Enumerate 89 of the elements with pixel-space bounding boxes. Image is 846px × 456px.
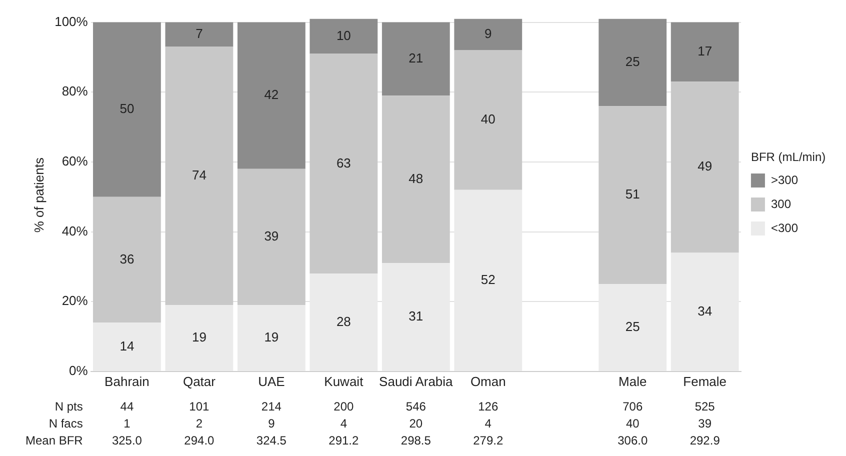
x-tick-label: UAE [258,374,286,389]
data-label: 48 [408,170,424,186]
bar [310,54,378,274]
bar [598,18,667,106]
data-label: 25 [625,319,640,334]
text: 101 [189,400,210,414]
text: 706 [622,400,643,414]
data-label: 49 [698,158,712,174]
legend-label: <300 [770,220,798,235]
data-label: 17 [698,44,712,59]
bar [598,106,667,284]
text: 298.5 [400,434,432,448]
text: 200 [334,400,354,414]
x-tick-label: Kuwait [324,374,364,389]
y-tick-label: 0% [69,362,88,378]
y-tick-label: 40% [62,223,88,238]
text: 40 [626,416,640,431]
text: 39 [698,416,712,431]
text: 126 [478,400,498,414]
data-label: 7 [196,26,203,42]
data-label: 52 [480,272,496,287]
text: 2 [196,416,203,431]
text: 546 [406,400,426,414]
bar [165,46,234,306]
legend-label: 300 [770,196,792,211]
y-tick-label: 20% [62,293,88,308]
bar [670,22,739,82]
text: 1 [124,416,131,431]
text: 292.9 [690,434,720,448]
bar [93,22,161,197]
text: N facs [48,416,83,431]
text: 291.2 [328,434,360,448]
data-label: 19 [192,330,206,345]
bar [237,168,306,306]
data-label: 14 [120,338,134,354]
text: Mean BFR [25,434,84,448]
text: 9 [268,416,276,431]
legend-title: BFR (mL/min) [750,150,826,164]
bar [165,305,234,371]
x-tick-label: Male [618,374,647,389]
data-label: 50 [120,101,134,116]
data-label: 10 [336,28,351,43]
text: 214 [261,400,282,414]
bar [93,196,161,323]
data-label: 74 [192,167,206,182]
bar [93,322,161,371]
x-tick-label: Female [683,374,727,389]
data-label: 39 [264,228,279,244]
text: 306.0 [618,434,648,448]
data-label: 19 [264,330,279,345]
bar [237,305,306,371]
data-label: 51 [625,186,640,202]
data-label: 21 [408,50,424,66]
text: 20 [409,416,423,431]
text: 279.2 [473,434,504,448]
data-label: 36 [120,251,134,266]
x-tick-label: Qatar [182,374,216,389]
x-tick-label: Oman [470,374,506,389]
data-label: 40 [480,112,496,127]
bar [310,18,378,54]
data-label: 25 [625,54,640,70]
y-tick-label: 100% [54,14,88,29]
text: 44 [120,400,134,414]
text: 4 [340,416,348,431]
x-tick-label: Saudi Arabia [379,374,454,389]
x-tick-label: Bahrain [104,374,150,389]
text: 4 [484,416,492,431]
data-label: 34 [698,303,712,318]
y-axis-title: % of patients [31,157,46,233]
legend-label: >300 [770,172,798,187]
data-label: 9 [484,26,492,42]
data-label: 31 [408,308,424,324]
text: 325.0 [112,434,142,448]
y-tick-label: 60% [62,154,88,169]
y-tick-label: 80% [62,84,88,99]
text: 324.5 [256,434,287,448]
data-label: 28 [336,314,351,329]
data-label: 42 [264,87,279,102]
bar [454,18,522,50]
text: 525 [694,400,716,414]
text: 294.0 [184,434,215,448]
data-label: 63 [336,155,351,170]
bar [382,22,450,96]
bar [670,82,739,253]
text: N pts [54,400,83,414]
bar [165,22,234,47]
bar [454,50,522,190]
bar [382,96,450,264]
bar [237,22,306,169]
